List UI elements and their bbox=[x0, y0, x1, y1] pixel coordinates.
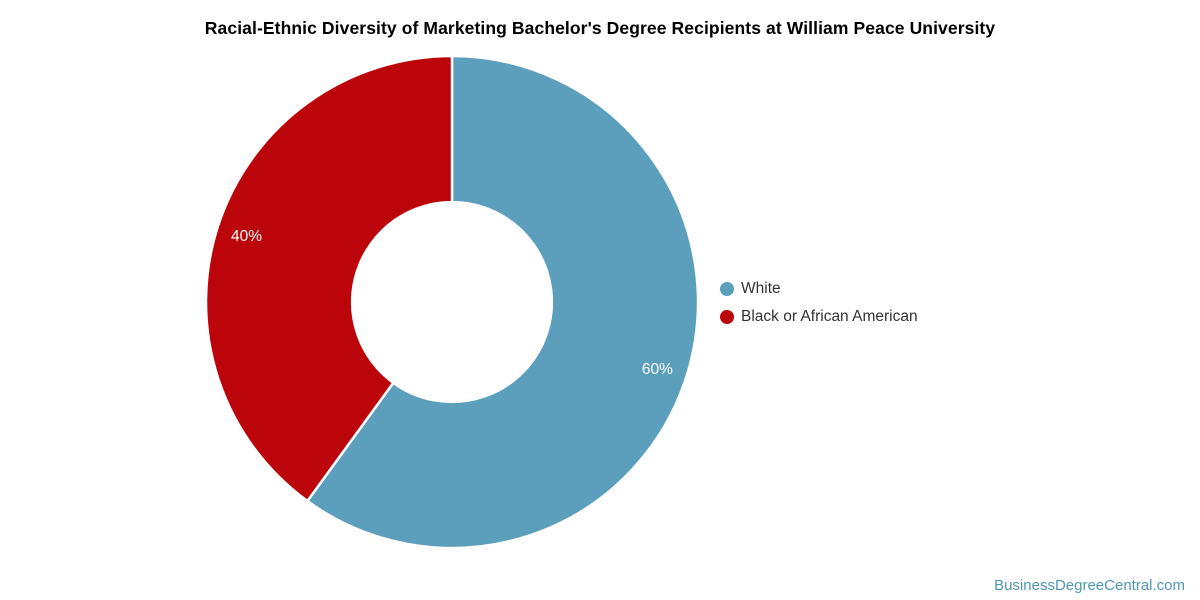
donut-chart: 60% 40% bbox=[202, 52, 702, 552]
pie-slice-white[interactable] bbox=[306, 54, 700, 550]
legend-swatch-white-icon bbox=[720, 282, 734, 296]
legend-item-white[interactable]: White bbox=[720, 275, 918, 303]
watermark-link[interactable]: BusinessDegreeCentral.com bbox=[994, 577, 1185, 594]
legend: White Black or African American bbox=[720, 275, 918, 331]
legend-item-black-or-african-american[interactable]: Black or African American bbox=[720, 303, 918, 331]
legend-label-white: White bbox=[741, 280, 781, 297]
donut-svg: 60% 40% bbox=[204, 54, 700, 550]
legend-swatch-black-or-african-american-icon bbox=[720, 310, 734, 324]
slice-percent-label: 60% bbox=[642, 361, 673, 378]
slice-percent-label: 40% bbox=[231, 228, 262, 245]
pie-slice-black-or-african-american[interactable] bbox=[204, 54, 454, 503]
chart-title: Racial-Ethnic Diversity of Marketing Bac… bbox=[204, 18, 996, 38]
legend-label-black-or-african-american: Black or African American bbox=[741, 308, 918, 325]
